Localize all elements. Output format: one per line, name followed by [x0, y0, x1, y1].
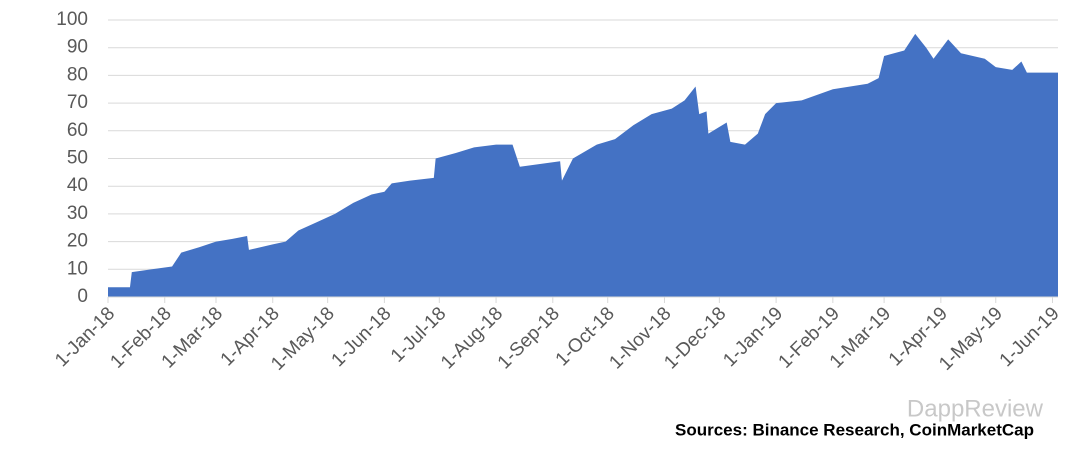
y-tick-label: 70 — [67, 92, 88, 113]
x-tick-label: 1-Jun-19 — [996, 303, 1064, 371]
source-note: Sources: Binance Research, CoinMarketCap — [675, 420, 1034, 439]
watermark: DappReview — [907, 395, 1044, 422]
x-tick-label: 1-Sep-18 — [494, 303, 564, 373]
y-tick-label: 10 — [67, 258, 88, 279]
y-tick-label: 40 — [67, 175, 88, 196]
y-tick-label: 100 — [56, 9, 88, 30]
area — [108, 33, 1058, 297]
y-tick-label: 50 — [67, 148, 88, 169]
x-tick-label: 1-Aug-18 — [437, 303, 507, 373]
y-tick-label: 20 — [67, 231, 88, 252]
y-tick-label: 80 — [67, 64, 88, 85]
y-tick-label: 30 — [67, 203, 88, 224]
y-tick-label: 90 — [67, 37, 88, 58]
y-tick-label: 60 — [67, 120, 88, 141]
y-tick-label: 0 — [77, 286, 88, 307]
x-tick-label: 1-Jun-18 — [328, 303, 396, 371]
